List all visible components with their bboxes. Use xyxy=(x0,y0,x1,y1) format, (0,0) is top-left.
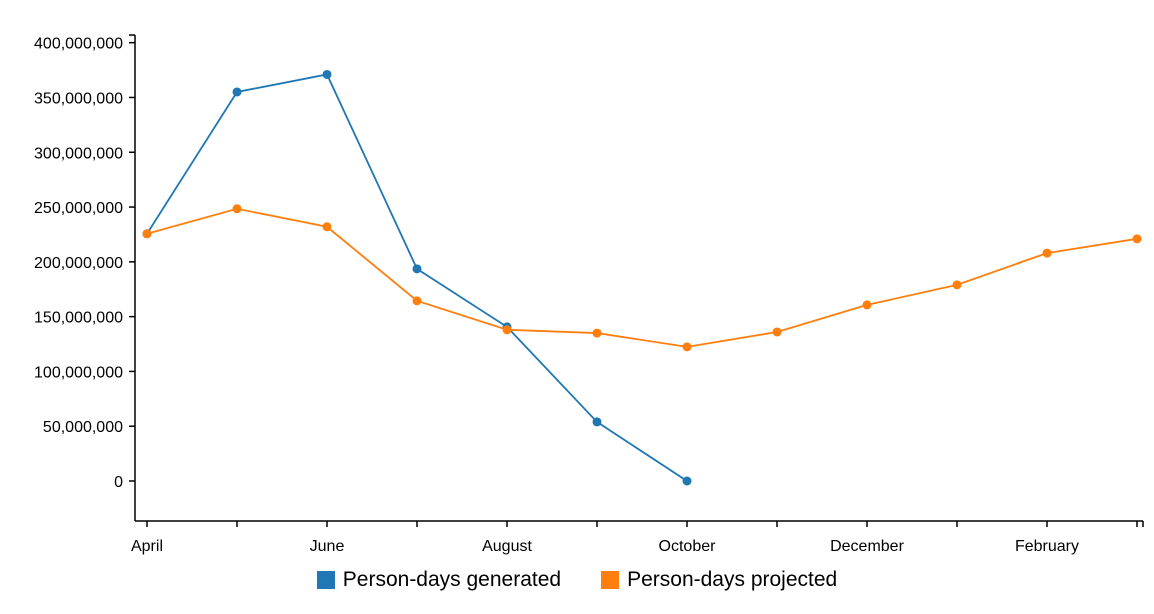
data-point xyxy=(1132,234,1142,244)
data-point xyxy=(592,417,602,427)
x-tick-label: August xyxy=(482,538,532,555)
series-line xyxy=(146,73,688,482)
legend-item: Person-days projected xyxy=(601,568,837,592)
y-tick-label: 200,000,000 xyxy=(34,255,123,272)
chart: 0 50,000,000 100,000,000 150,000,000 200,000… xyxy=(34,34,1144,555)
data-point xyxy=(682,476,692,486)
data-point xyxy=(682,342,692,352)
y-tick-label: 350,000,000 xyxy=(34,90,123,107)
data-point xyxy=(502,325,512,335)
data-point xyxy=(862,300,872,310)
data-point xyxy=(772,327,782,337)
data-point xyxy=(232,87,242,97)
data-point xyxy=(142,229,152,239)
data-point xyxy=(1042,248,1052,258)
y-tick-label: 150,000,000 xyxy=(34,310,123,327)
data-point xyxy=(412,296,422,306)
y-tick-label: 400,000,000 xyxy=(34,36,123,53)
data-point xyxy=(322,222,332,232)
legend-item: Person-days generated xyxy=(316,568,562,592)
legend-label: Person-days projected xyxy=(627,568,838,591)
series-line xyxy=(146,207,1138,348)
x-tick-label: April xyxy=(131,538,163,555)
y-tick-label: 300,000,000 xyxy=(34,145,123,162)
data-point xyxy=(322,69,332,79)
legend-swatch xyxy=(316,571,335,589)
y-tick-label: 0 xyxy=(114,474,123,491)
data-point xyxy=(232,204,242,214)
x-tick-label: February xyxy=(1015,538,1079,555)
y-tick-label: 250,000,000 xyxy=(34,200,123,217)
legend: Person-days generated Person-days project… xyxy=(0,568,1154,592)
data-point xyxy=(412,264,422,274)
x-tick-label: December xyxy=(830,538,904,555)
data-point xyxy=(592,328,602,338)
x-tick-label: October xyxy=(659,538,717,555)
y-tick-label: 50,000,000 xyxy=(43,419,123,436)
x-tick-label: June xyxy=(310,538,345,555)
data-point xyxy=(952,280,962,290)
legend-label: Person-days generated xyxy=(342,568,562,591)
legend-swatch xyxy=(601,571,620,589)
y-tick-label: 100,000,000 xyxy=(34,364,123,381)
